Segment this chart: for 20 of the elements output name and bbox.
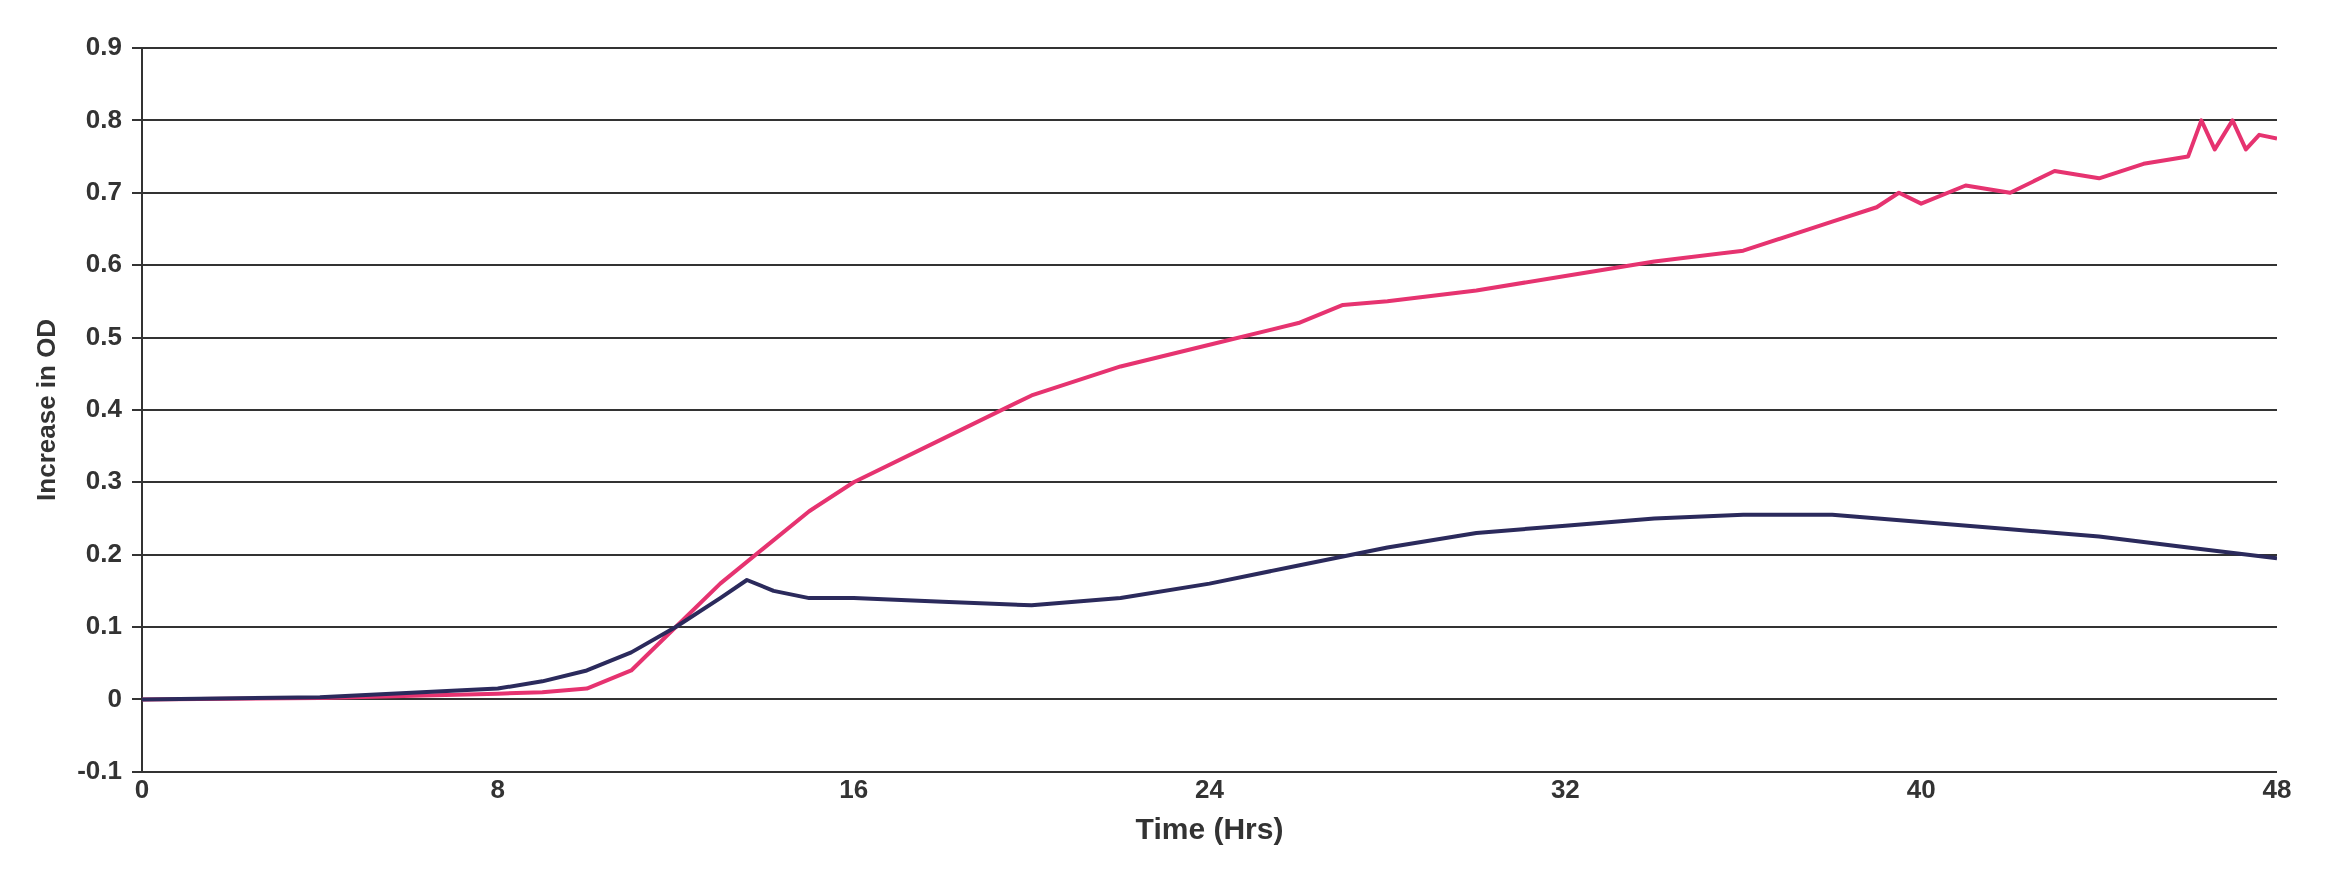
- y-tick-label: 0.7: [85, 175, 122, 206]
- x-axis-title: Time (Hrs): [1135, 812, 1284, 846]
- y-tick-label: 0.5: [85, 320, 122, 351]
- y-tick-label: 0.3: [85, 465, 122, 496]
- x-tick-label: 40: [1906, 773, 1936, 804]
- y-tick-label: 0.4: [85, 393, 123, 424]
- y-tick-label: 0.1: [85, 610, 122, 641]
- y-tick-label: -0.1: [77, 754, 122, 785]
- x-tick-label: 0: [134, 773, 150, 804]
- y-tick-label: 0.9: [85, 31, 122, 62]
- x-tick-label: 32: [1550, 773, 1580, 804]
- x-tick-label: 16: [839, 773, 869, 804]
- y-tick-label: 0.8: [85, 103, 122, 134]
- x-tick-label: 8: [490, 773, 506, 804]
- y-tick-label: 0: [107, 682, 122, 713]
- x-tick-label: 24: [1195, 773, 1225, 804]
- y-tick-label: 0.6: [85, 248, 122, 279]
- x-tick-label: 48: [2262, 773, 2292, 804]
- y-axis-title: Increase in OD: [30, 318, 61, 501]
- y-tick-label: 0.2: [85, 537, 122, 568]
